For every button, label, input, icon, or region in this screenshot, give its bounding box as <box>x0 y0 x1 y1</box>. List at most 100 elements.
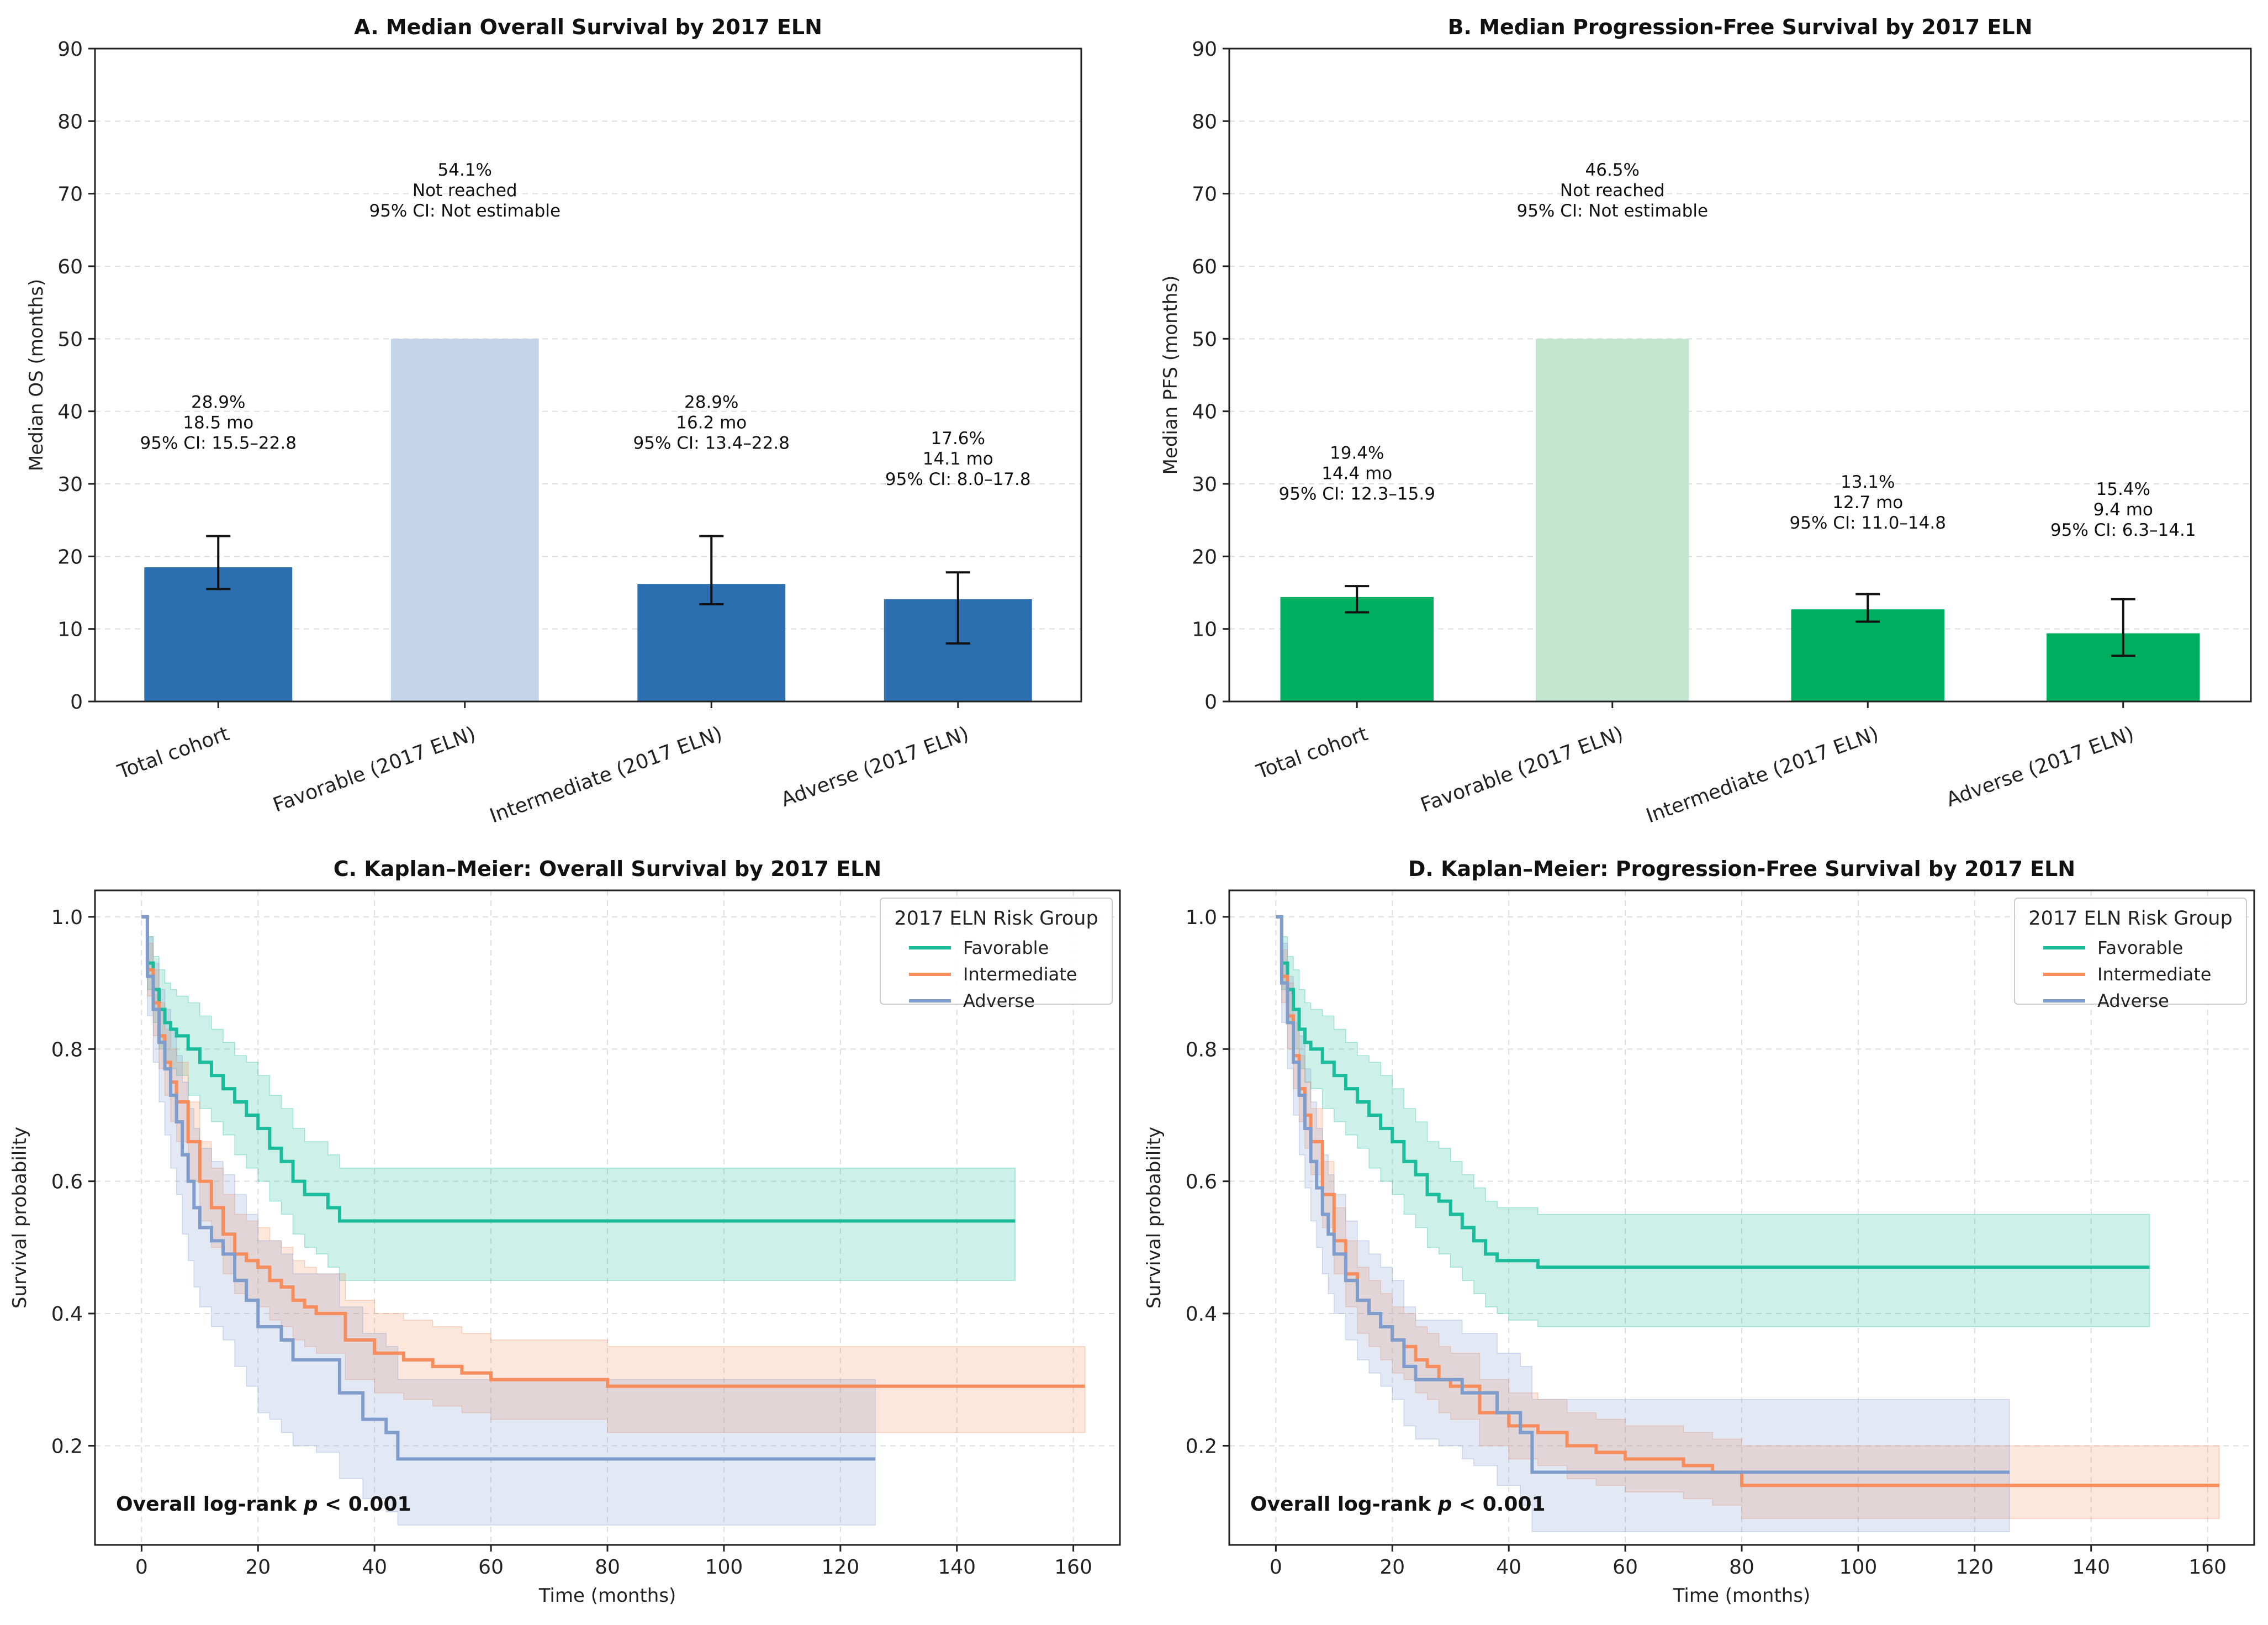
x-tick-label: 120 <box>821 1556 859 1579</box>
y-tick-label: 1.0 <box>51 906 83 929</box>
y-tick-label: 0.2 <box>51 1435 83 1458</box>
km-line-adverse <box>141 915 876 1461</box>
x-tick-label: 140 <box>2072 1556 2110 1579</box>
plot-frame <box>94 48 1082 703</box>
x-tick-label: 0 <box>1270 1556 1282 1579</box>
bar-annotation: Not reached <box>413 181 517 201</box>
y-tick-label: 80 <box>57 110 83 133</box>
bar-annotation: 14.1 mo <box>923 449 993 469</box>
bar-annotation: 95% CI: 6.3–14.1 <box>2050 520 2196 540</box>
bar-annotation: 95% CI: 12.3–15.9 <box>1279 484 1435 504</box>
y-axis-label: Median OS (months) <box>25 279 47 471</box>
x-tick-label: 160 <box>1054 1556 1092 1579</box>
y-tick-label: 70 <box>57 183 83 206</box>
x-tick-label: 60 <box>1613 1556 1638 1579</box>
y-axis-label: Median PFS (months) <box>1160 276 1182 475</box>
bar-annotation: 16.2 mo <box>676 413 747 432</box>
bar-annotation: 95% CI: 13.4–22.8 <box>633 433 790 453</box>
y-tick-label: 0.6 <box>51 1171 83 1194</box>
x-tick-label: 120 <box>1955 1556 1994 1579</box>
ci-band-adverse <box>141 916 876 1526</box>
x-tick-label: 160 <box>2188 1556 2227 1579</box>
logrank-annotation: Overall log-rank p < 0.001 <box>1250 1493 1546 1516</box>
bar-annotation: 14.4 mo <box>1321 463 1392 483</box>
y-axis-label: Survival probability <box>9 1127 31 1309</box>
chart-title: C. Kaplan–Meier: Overall Survival by 201… <box>334 857 881 881</box>
y-tick-label: 0.2 <box>1186 1435 1217 1458</box>
y-tick-label: 10 <box>1192 619 1217 641</box>
legend-box <box>2014 898 2247 1005</box>
y-tick-label: 20 <box>1192 546 1217 568</box>
y-tick-label: 50 <box>1192 328 1217 351</box>
x-tick-label: 100 <box>705 1556 743 1579</box>
y-axis-label: Survival probability <box>1143 1127 1165 1309</box>
y-tick-label: 10 <box>57 619 83 641</box>
legend-label-intermediate: Intermediate <box>2097 964 2211 985</box>
y-tick-label: 30 <box>1192 473 1217 496</box>
y-tick-label: 50 <box>57 328 83 351</box>
ci-band-intermediate <box>1276 916 2220 1519</box>
y-tick-label: 80 <box>1192 110 1217 133</box>
bar-annotation: 12.7 mo <box>1832 493 1903 513</box>
bar-total-cohort <box>1280 597 1434 701</box>
y-tick-label: 40 <box>57 401 83 424</box>
y-tick-label: 0.8 <box>1186 1038 1217 1061</box>
ci-band-favorable <box>1276 916 2150 1327</box>
bar-annotation: 95% CI: Not estimable <box>1516 201 1708 221</box>
x-axis-label: Time (months) <box>1673 1585 1811 1607</box>
legend-box <box>880 898 1113 1005</box>
y-tick-label: 70 <box>1192 183 1217 206</box>
chart-title: B. Median Progression-Free Survival by 2… <box>1448 15 2033 39</box>
plot-frame <box>94 889 1121 1546</box>
plot-frame <box>1228 48 2252 703</box>
km-line-favorable <box>141 915 1016 1223</box>
y-tick-label: 0 <box>1204 691 1217 714</box>
x-tick-label: 40 <box>362 1556 387 1579</box>
x-tick-label: 60 <box>478 1556 504 1579</box>
bar-annotation: 95% CI: 15.5–22.8 <box>140 433 297 453</box>
chart-title: A. Median Overall Survival by 2017 ELN <box>354 15 822 39</box>
bar-annotation: 95% CI: Not estimable <box>369 201 561 221</box>
y-tick-label: 90 <box>57 38 83 61</box>
x-tick-label: 100 <box>1839 1556 1878 1579</box>
x-tick-label: 20 <box>245 1556 271 1579</box>
bar-annotation: 15.4% <box>2096 479 2150 499</box>
x-axis-label: Time (months) <box>538 1585 676 1607</box>
x-tick-label: 80 <box>595 1556 620 1579</box>
y-tick-label: 60 <box>57 256 83 278</box>
y-tick-label: 0 <box>70 691 83 714</box>
ci-band-favorable <box>141 916 1016 1281</box>
y-tick-label: 40 <box>1192 401 1217 424</box>
legend-label-intermediate: Intermediate <box>963 964 1077 985</box>
legend-label-favorable: Favorable <box>963 937 1049 958</box>
panel-c-km-overall-survival: C. Kaplan–Meier: Overall Survival by 201… <box>9 857 1121 1607</box>
x-tick-label: 40 <box>1496 1556 1521 1579</box>
logrank-annotation: Overall log-rank p < 0.001 <box>116 1493 411 1516</box>
bar-annotation: 95% CI: 11.0–14.8 <box>1790 513 1946 533</box>
bar-intermediate-2017-eln <box>1791 609 1944 701</box>
bar-annotation: 46.5% <box>1585 160 1640 180</box>
chart-title: D. Kaplan–Meier: Progression-Free Surviv… <box>1408 857 2075 881</box>
plot-frame <box>1228 889 2255 1546</box>
x-tick-label: 20 <box>1379 1556 1405 1579</box>
x-tick-label: 140 <box>938 1556 976 1579</box>
legend-label-adverse: Adverse <box>963 990 1035 1011</box>
y-tick-label: 1.0 <box>1186 906 1217 929</box>
x-tick-label: 80 <box>1729 1556 1754 1579</box>
bar-annotation: Not reached <box>1560 181 1665 201</box>
km-line-favorable <box>1276 915 2150 1269</box>
y-tick-label: 30 <box>57 473 83 496</box>
bar-annotation: 18.5 mo <box>183 413 253 432</box>
y-tick-label: 0.6 <box>1186 1171 1217 1194</box>
panel-d-km-progression-free-survival: D. Kaplan–Meier: Progression-Free Surviv… <box>1143 857 2255 1607</box>
bar-annotation: 9.4 mo <box>2093 500 2153 520</box>
y-tick-label: 60 <box>1192 256 1217 278</box>
y-tick-label: 20 <box>57 546 83 568</box>
bar-annotation: 17.6% <box>931 429 985 449</box>
km-line-intermediate <box>141 915 1085 1388</box>
bar-annotation: 95% CI: 8.0–17.8 <box>885 469 1031 489</box>
bar-annotation: 28.9% <box>191 392 245 412</box>
legend-label-adverse: Adverse <box>2097 990 2169 1011</box>
bar-annotation: 28.9% <box>684 392 738 412</box>
y-tick-label: 90 <box>1192 38 1217 61</box>
